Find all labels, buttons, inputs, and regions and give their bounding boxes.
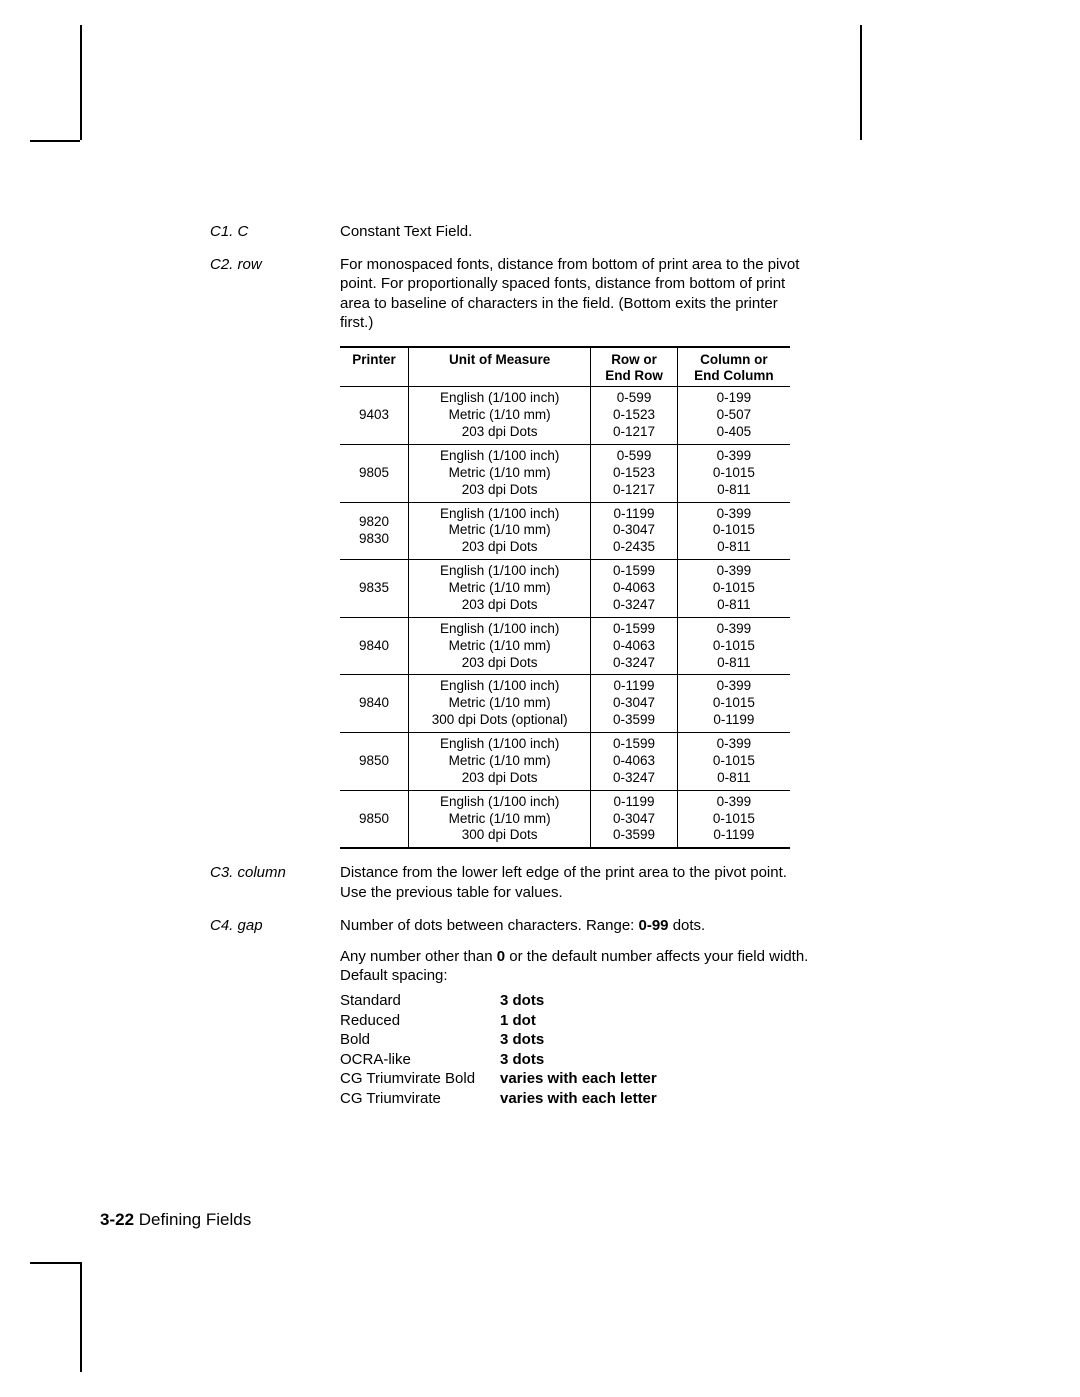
c4-text-a: Number of dots between characters. Range… [340,917,639,934]
table-cell: 9850 [340,733,409,791]
table-cell: 0-15990-40630-3247 [591,733,678,791]
table-cell: 0-3990-10150-1199 [677,675,790,733]
page-content: C1. C Constant Text Field. C2. row For m… [210,222,810,1108]
c4-p2a: Any number other than [340,948,497,965]
table-row: 9805English (1/100 inch)Metric (1/10 mm)… [340,444,790,502]
definition-c4: C4. gap Number of dots between character… [210,916,810,986]
spacing-row: CG Triumviratevaries with each letter [340,1089,810,1109]
table-cell: 0-11990-30470-3599 [591,675,678,733]
table-cell: 0-15990-40630-3247 [591,617,678,675]
table-cell: 0-15990-40630-3247 [591,560,678,618]
printer-table: Printer Unit of Measure Row orEnd Row Co… [340,346,790,849]
th-printer: Printer [340,347,409,387]
table-cell: 0-11990-30470-3599 [591,790,678,848]
c4-range: 0-99 [639,917,669,934]
spacing-name: CG Triumvirate [340,1089,500,1109]
table-cell: English (1/100 inch)Metric (1/10 mm)300 … [409,790,591,848]
table-row: 98209830English (1/100 inch)Metric (1/10… [340,502,790,560]
table-cell: 9805 [340,444,409,502]
printer-table-wrap: Printer Unit of Measure Row orEnd Row Co… [340,346,790,849]
def-body: For monospaced fonts, distance from bott… [340,255,810,332]
spacing-value: 1 dot [500,1011,536,1031]
crop-mark [860,25,862,140]
c4-text-b: dots. [669,917,706,934]
definition-c3: C3. column Distance from the lower left … [210,863,810,901]
table-cell: English (1/100 inch)Metric (1/10 mm)203 … [409,502,591,560]
table-cell: English (1/100 inch)Metric (1/10 mm)203 … [409,560,591,618]
table-row: 9835English (1/100 inch)Metric (1/10 mm)… [340,560,790,618]
spacing-name: Reduced [340,1011,500,1031]
th-unit: Unit of Measure [409,347,591,387]
def-body: Number of dots between characters. Range… [340,916,810,986]
table-cell: English (1/100 inch)Metric (1/10 mm)203 … [409,444,591,502]
spacing-value: 3 dots [500,1030,544,1050]
spacing-name: OCRA-like [340,1050,500,1070]
table-cell: 0-3990-10150-811 [677,733,790,791]
def-label: C3. column [210,863,340,901]
table-cell: 0-11990-30470-2435 [591,502,678,560]
table-cell: 0-5990-15230-1217 [591,444,678,502]
def-label: C1. C [210,222,340,241]
spacing-name: Bold [340,1030,500,1050]
c4-zero: 0 [497,948,505,965]
page-footer: 3-22 Defining Fields [100,1210,251,1230]
spacing-name: CG Triumvirate Bold [340,1069,500,1089]
crop-mark [80,25,82,140]
def-label: C4. gap [210,916,340,986]
table-cell: 0-3990-10150-1199 [677,790,790,848]
spacing-table: Standard3 dotsReduced1 dotBold3 dotsOCRA… [340,991,810,1108]
table-cell: 9403 [340,387,409,445]
table-cell: English (1/100 inch)Metric (1/10 mm)203 … [409,733,591,791]
table-cell: 0-3990-10150-811 [677,502,790,560]
spacing-name: Standard [340,991,500,1011]
def-body: Constant Text Field. [340,222,810,241]
table-cell: 9835 [340,560,409,618]
c4-para2: Any number other than 0 or the default n… [340,947,810,985]
section-title: Defining Fields [139,1210,251,1229]
table-cell: English (1/100 inch)Metric (1/10 mm)203 … [409,387,591,445]
table-cell: 98209830 [340,502,409,560]
table-row: 9403English (1/100 inch)Metric (1/10 mm)… [340,387,790,445]
table-cell: 0-3990-10150-811 [677,444,790,502]
crop-mark [30,1262,80,1264]
table-cell: 9850 [340,790,409,848]
spacing-row: OCRA-like3 dots [340,1050,810,1070]
table-cell: 0-5990-15230-1217 [591,387,678,445]
definition-c2: C2. row For monospaced fonts, distance f… [210,255,810,332]
table-cell: 0-1990-5070-405 [677,387,790,445]
crop-mark [30,140,80,142]
definition-c1: C1. C Constant Text Field. [210,222,810,241]
table-body: 9403English (1/100 inch)Metric (1/10 mm)… [340,387,790,849]
spacing-value: 3 dots [500,991,544,1011]
table-cell: 0-3990-10150-811 [677,617,790,675]
spacing-value: 3 dots [500,1050,544,1070]
spacing-value: varies with each letter [500,1069,657,1089]
table-cell: English (1/100 inch)Metric (1/10 mm)300 … [409,675,591,733]
table-row: 9850English (1/100 inch)Metric (1/10 mm)… [340,790,790,848]
table-cell: 9840 [340,617,409,675]
table-row: 9850English (1/100 inch)Metric (1/10 mm)… [340,733,790,791]
table-header-row: Printer Unit of Measure Row orEnd Row Co… [340,347,790,387]
spacing-row: CG Triumvirate Boldvaries with each lett… [340,1069,810,1089]
def-label: C2. row [210,255,340,332]
table-row: 9840English (1/100 inch)Metric (1/10 mm)… [340,675,790,733]
th-col: Column orEnd Column [677,347,790,387]
page-number: 3-22 [100,1210,134,1229]
table-cell: English (1/100 inch)Metric (1/10 mm)203 … [409,617,591,675]
spacing-value: varies with each letter [500,1089,657,1109]
spacing-row: Reduced1 dot [340,1011,810,1031]
table-row: 9840English (1/100 inch)Metric (1/10 mm)… [340,617,790,675]
def-body: Distance from the lower left edge of the… [340,863,810,901]
table-cell: 9840 [340,675,409,733]
crop-mark [80,1262,82,1372]
table-cell: 0-3990-10150-811 [677,560,790,618]
spacing-row: Standard3 dots [340,991,810,1011]
spacing-row: Bold3 dots [340,1030,810,1050]
th-row: Row orEnd Row [591,347,678,387]
